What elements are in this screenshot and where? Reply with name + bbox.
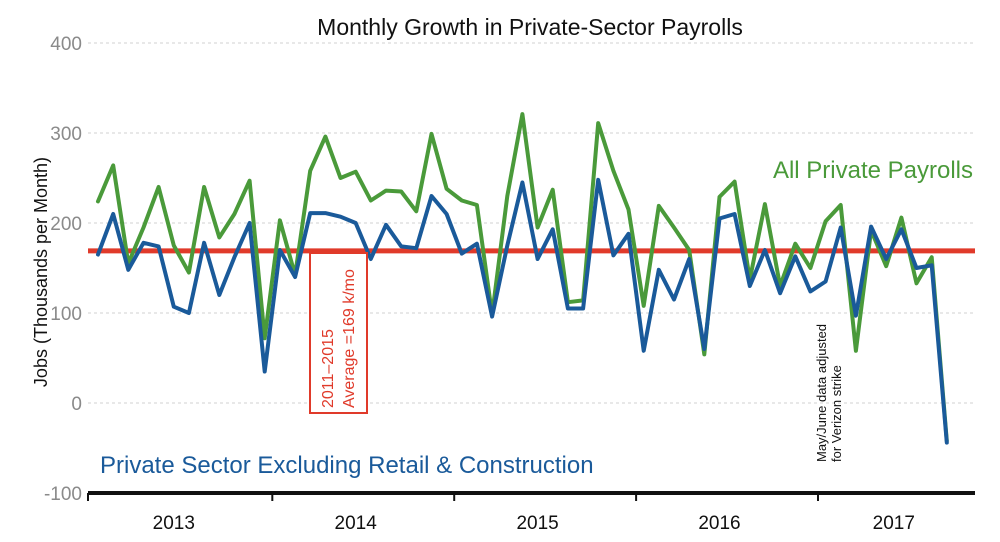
grid-lines — [88, 42, 975, 404]
x-tick-2016: 2016 — [698, 513, 740, 534]
legend-all-private-payrolls: All Private Payrolls — [773, 157, 973, 184]
x-tick-2017: 2017 — [873, 513, 915, 534]
average-annotation-line1: 2011–2015 — [320, 329, 337, 408]
y-tick--100: -100 — [44, 484, 82, 505]
series-line-private-ex-retail-construction — [96, 177, 949, 445]
average-annotation-line2: Average =169 k/mo — [341, 269, 358, 408]
series-line-all-private-payrolls — [96, 112, 949, 443]
y-tick-100: 100 — [50, 304, 82, 325]
chart-title: Monthly Growth in Private-Sector Payroll… — [317, 14, 743, 40]
x-tick-labels: 2013 2014 2015 2016 2017 — [153, 513, 915, 534]
verizon-note-line1: May/June data adjusted — [814, 324, 829, 462]
x-tick-2015: 2015 — [516, 513, 558, 534]
x-axis-group — [87, 491, 975, 501]
legend-private-ex-retail-construction: Private Sector Excluding Retail & Constr… — [100, 452, 594, 479]
x-tick-2013: 2013 — [153, 513, 195, 534]
verizon-note-line2: for Verizon strike — [829, 365, 844, 462]
y-tick-0: 0 — [71, 394, 82, 415]
y-axis-label: Jobs (Thousands per Month) — [31, 157, 51, 387]
average-annotation-box — [309, 252, 368, 414]
y-tick-400: 400 — [50, 34, 82, 55]
x-tick-2014: 2014 — [335, 513, 378, 534]
series-group — [96, 112, 949, 445]
y-tick-300: 300 — [50, 124, 82, 145]
y-tick-200: 200 — [50, 214, 82, 235]
y-tick-labels: 400 300 200 100 0 -100 — [44, 34, 82, 505]
